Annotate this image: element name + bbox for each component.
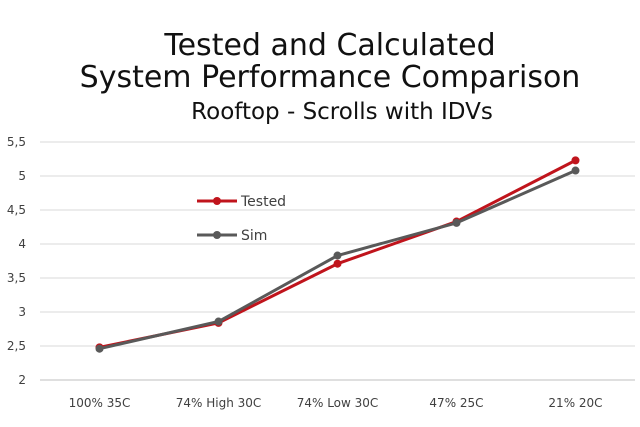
x-tick-label: 47% 25C [429,396,483,410]
data-point-sim [333,251,342,260]
legend-marker-tested [213,197,221,205]
chart-title-line-2: System Performance Comparison [79,60,581,95]
y-tick-label: 3 [18,305,26,319]
data-point-sim [452,218,461,227]
y-tick-label: 3,5 [7,271,26,285]
y-tick-label: 5,5 [7,135,26,149]
legend-label-sim: Sim [241,228,267,244]
y-tick-label: 5 [18,169,26,183]
chart-subtitle: Rooftop - Scrolls with IDVs [191,99,493,125]
x-tick-label: 74% High 30C [176,396,262,410]
chart-title-line-1: Tested and Calculated [164,28,496,63]
data-point-sim [214,317,223,326]
x-tick-label: 100% 35C [69,396,131,410]
legend-marker-sim [213,231,221,239]
x-tick-label: 21% 20C [548,396,602,410]
legend-label-tested: Tested [240,194,286,210]
y-tick-label: 2,5 [7,339,26,353]
y-tick-label: 2 [18,373,26,387]
data-point-sim [571,166,580,175]
x-tick-label: 74% Low 30C [297,396,379,410]
data-point-tested [333,259,342,268]
y-tick-label: 4 [18,237,26,251]
data-point-sim [95,344,104,353]
data-point-tested [571,156,580,165]
y-tick-label: 4,5 [7,203,26,217]
